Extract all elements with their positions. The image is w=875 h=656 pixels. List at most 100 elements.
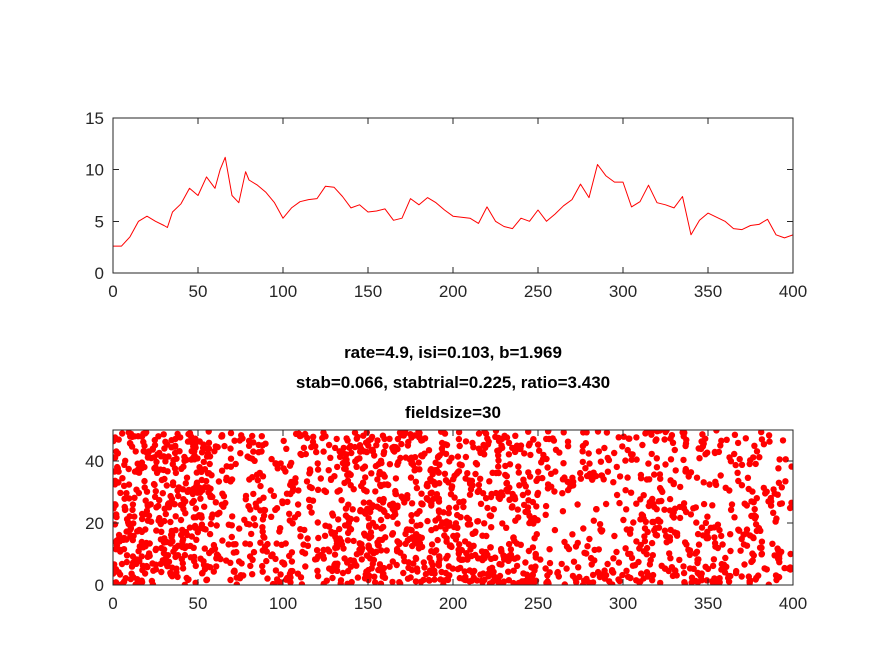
scatter-point <box>366 499 373 506</box>
scatter-point <box>325 467 332 474</box>
scatter-point <box>464 470 471 477</box>
scatter-point <box>506 484 513 491</box>
scatter-point <box>629 562 637 569</box>
scatter-point <box>520 570 527 577</box>
scatter-point <box>492 430 500 434</box>
scatter-point <box>326 548 333 555</box>
scatter-point <box>152 561 159 568</box>
scatter-point <box>382 534 389 541</box>
scatter-point <box>544 464 551 471</box>
scatter-point <box>779 437 787 444</box>
scatter-point <box>418 534 425 541</box>
scatter-point <box>280 559 287 567</box>
scatter-point <box>228 533 235 541</box>
scatter-point <box>482 444 489 451</box>
scatter-point <box>390 447 397 454</box>
scatter-point <box>350 557 357 564</box>
scatter-point <box>723 436 730 443</box>
scatter-point <box>525 430 532 435</box>
scatter-point <box>686 551 693 559</box>
scatter-point <box>737 547 744 554</box>
scatter-point <box>738 573 745 580</box>
scatter-point <box>602 571 610 579</box>
scatter-point <box>545 430 552 434</box>
scatter-point <box>366 546 374 553</box>
scatter-point <box>125 430 132 436</box>
scatter-point <box>683 541 690 548</box>
scatter-point <box>203 576 211 583</box>
scatter-point <box>219 537 226 544</box>
scatter-point <box>177 531 185 539</box>
scatter-point <box>177 501 184 509</box>
scatter-point <box>296 432 304 440</box>
scatter-point <box>602 500 610 508</box>
scatter-point <box>433 491 441 498</box>
scatter-point <box>366 572 373 579</box>
scatter-point <box>357 508 364 515</box>
scatter-point <box>758 544 765 551</box>
scatter-point <box>346 444 353 451</box>
scatter-point <box>294 501 302 508</box>
scatter-point <box>534 517 541 524</box>
scatter-point <box>123 528 130 535</box>
scatter-point <box>193 536 200 543</box>
scatter-point <box>615 434 622 441</box>
plot1-xtick-label: 100 <box>269 594 297 613</box>
scatter-point <box>214 443 221 451</box>
scatter-point <box>331 551 339 558</box>
scatter-point <box>545 435 553 443</box>
scatter-point <box>768 498 775 505</box>
scatter-point <box>272 555 279 563</box>
scatter-point <box>695 556 702 563</box>
scatter-point <box>373 442 380 449</box>
scatter-point <box>548 483 555 490</box>
scatter-point <box>445 479 452 486</box>
scatter-point <box>211 545 219 552</box>
scatter-point <box>472 470 479 478</box>
scatter-point <box>130 520 137 527</box>
scatter-point <box>741 561 748 568</box>
scatter-point <box>513 442 521 449</box>
scatter-point <box>682 442 689 450</box>
scatter-point <box>126 513 133 520</box>
scatter-point <box>190 544 197 551</box>
scatter-point <box>547 470 555 477</box>
scatter-point <box>716 526 723 534</box>
scatter-point <box>344 559 351 566</box>
scatter-point <box>643 551 650 558</box>
scatter-point <box>297 574 305 581</box>
scatter-point <box>113 570 117 577</box>
scatter-point <box>230 549 237 556</box>
scatter-point <box>376 561 384 568</box>
scatter-point <box>559 476 567 483</box>
scatter-point <box>113 505 117 512</box>
scatter-point <box>431 576 438 583</box>
scatter-point <box>345 470 353 477</box>
scatter-point <box>333 537 340 544</box>
scatter-point <box>167 540 174 547</box>
scatter-point <box>500 552 507 559</box>
scatter-point <box>249 571 256 578</box>
scatter-point <box>117 546 124 554</box>
scatter-point <box>418 490 425 497</box>
scatter-point <box>201 545 208 552</box>
scatter-point <box>417 578 425 585</box>
scatter-point <box>786 504 793 512</box>
scatter-point <box>278 541 285 548</box>
scatter-point <box>495 494 502 501</box>
scatter-point <box>495 579 503 585</box>
plot0-xtick-label: 50 <box>189 282 208 301</box>
scatter-point <box>375 460 382 468</box>
scatter-point <box>210 568 217 575</box>
scatter-point <box>506 496 513 503</box>
scatter-point <box>294 510 302 518</box>
scatter-point <box>544 578 551 585</box>
scatter-point <box>776 456 783 463</box>
scatter-point <box>159 490 166 497</box>
scatter-point <box>237 450 244 457</box>
scatter-point <box>610 555 617 562</box>
scatter-point <box>574 501 581 508</box>
scatter-point <box>249 556 256 563</box>
scatter-point <box>123 552 131 559</box>
scatter-point <box>230 541 237 548</box>
